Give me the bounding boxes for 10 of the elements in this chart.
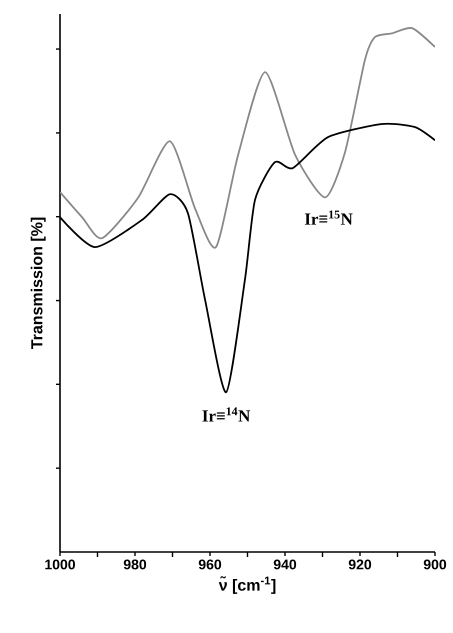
x-tick-label: 900 <box>424 560 446 570</box>
x-axis-title: ν̃ [cm$^{-1}$] <box>218 576 276 594</box>
x-tick-label: 1000 <box>45 560 75 570</box>
x-tick-label: 940 <box>274 560 296 570</box>
x-tick-label: 980 <box>124 560 146 570</box>
annotation: Ir≡$^{14}$N <box>202 407 250 422</box>
x-tick-label: 920 <box>348 560 372 570</box>
x-tick-label: 960 <box>198 560 222 570</box>
y-axis-title: Transmission [%] <box>30 218 46 350</box>
annotation: Ir≡$^{15}$N <box>304 210 353 225</box>
